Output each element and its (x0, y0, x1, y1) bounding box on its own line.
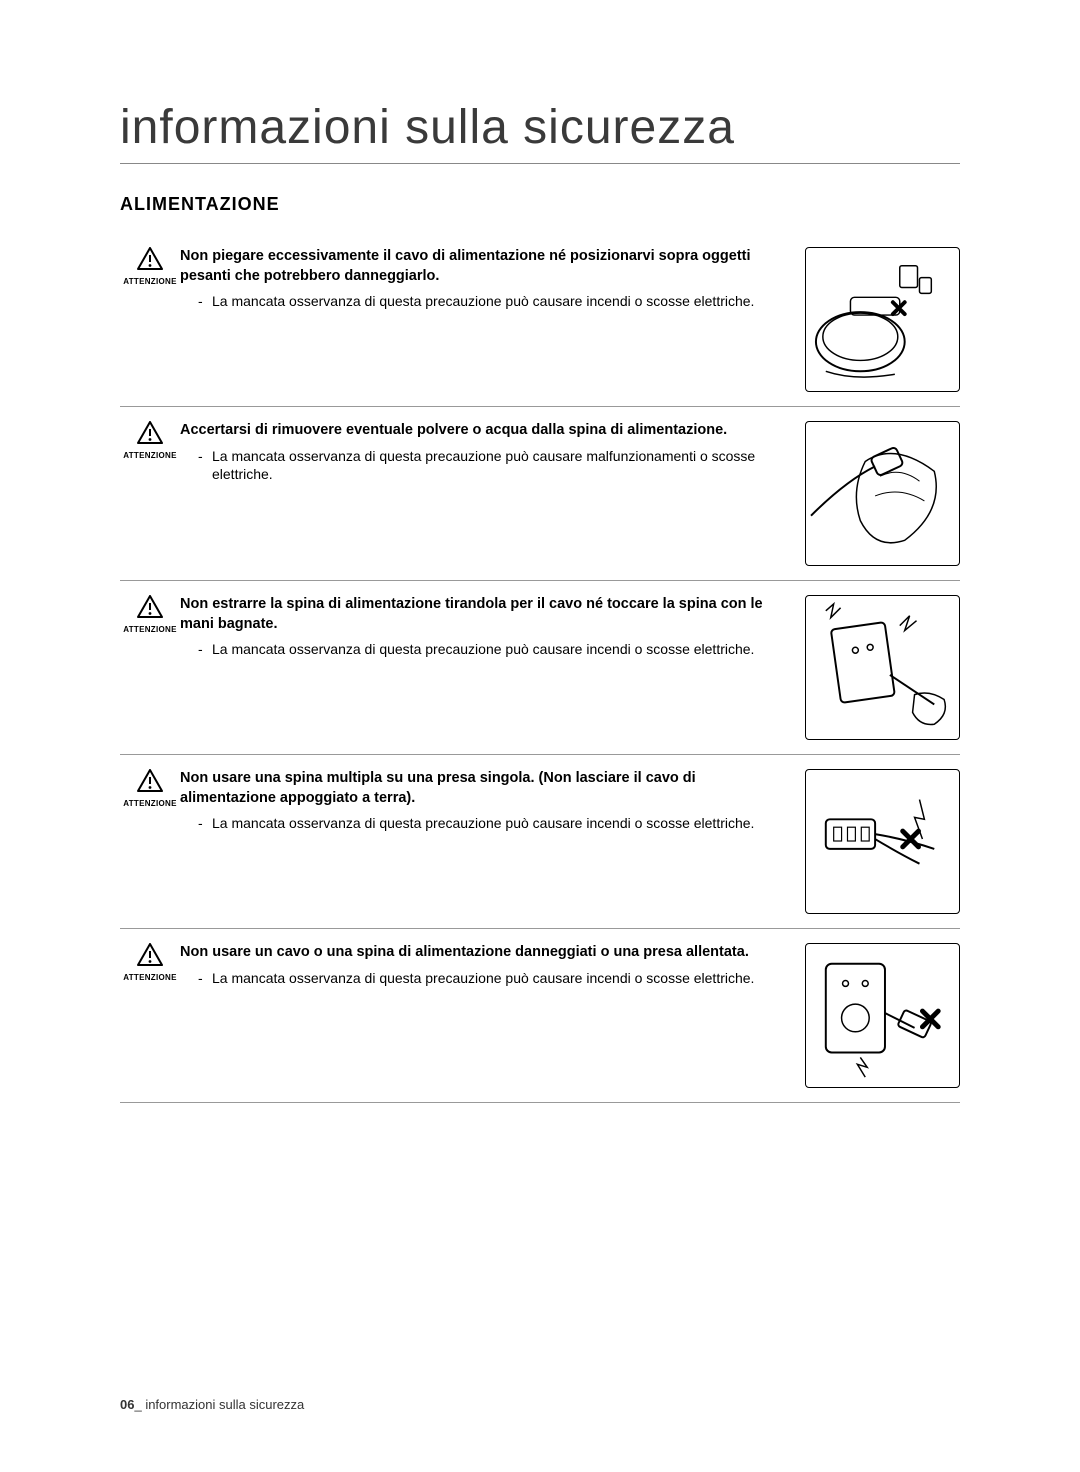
warning-text: Non usare una spina multipla su una pres… (180, 769, 805, 833)
warning-detail: La mancata osservanza di questa precauzi… (212, 640, 754, 659)
warning-heading: Non estrarre la spina di alimentazione t… (180, 595, 785, 634)
warning-label: ATTENZIONE (120, 799, 180, 808)
footer-separator: _ (134, 1397, 145, 1412)
bullet-dash: - (198, 969, 212, 988)
warning-triangle-icon (137, 421, 163, 444)
warning-heading: Non piegare eccessivamente il cavo di al… (180, 247, 785, 286)
manual-page: informazioni sulla sicurezza ALIMENTAZIO… (0, 0, 1080, 1472)
warning-detail: La mancata osservanza di questa precauzi… (212, 292, 754, 311)
warning-item: ATTENZIONE Non usare un cavo o una spina… (120, 929, 960, 1103)
warning-triangle-icon (137, 769, 163, 792)
warning-bullet: - La mancata osservanza di questa precau… (180, 814, 785, 833)
warning-icon-col: ATTENZIONE (120, 769, 180, 808)
warning-label: ATTENZIONE (120, 625, 180, 634)
warning-item: ATTENZIONE Non usare una spina multipla … (120, 755, 960, 929)
warning-text: Non estrarre la spina di alimentazione t… (180, 595, 805, 659)
warning-detail: La mancata osservanza di questa precauzi… (212, 969, 754, 988)
warning-label: ATTENZIONE (120, 277, 180, 286)
warning-bullet: - La mancata osservanza di questa precau… (180, 640, 785, 659)
warning-bullet: - La mancata osservanza di questa precau… (180, 969, 785, 988)
bullet-dash: - (198, 640, 212, 659)
section-title: ALIMENTAZIONE (120, 194, 960, 215)
warning-detail: La mancata osservanza di questa precauzi… (212, 447, 785, 485)
page-title: informazioni sulla sicurezza (120, 100, 960, 164)
warning-text: Non piegare eccessivamente il cavo di al… (180, 247, 805, 311)
warning-label: ATTENZIONE (120, 973, 180, 982)
warning-item: ATTENZIONE Non piegare eccessivamente il… (120, 233, 960, 407)
warning-label: ATTENZIONE (120, 451, 180, 460)
warning-item: ATTENZIONE Accertarsi di rimuovere event… (120, 407, 960, 581)
warning-item: ATTENZIONE Non estrarre la spina di alim… (120, 581, 960, 755)
illustration-clean-plug (805, 421, 960, 566)
warning-bullet: - La mancata osservanza di questa precau… (180, 447, 785, 485)
illustration-outlet-pull (805, 595, 960, 740)
warning-triangle-icon (137, 247, 163, 270)
page-number: 06 (120, 1397, 134, 1412)
warning-icon-col: ATTENZIONE (120, 595, 180, 634)
warning-text: Non usare un cavo o una spina di aliment… (180, 943, 805, 987)
warning-triangle-icon (137, 595, 163, 618)
warning-text: Accertarsi di rimuovere eventuale polver… (180, 421, 805, 484)
warning-triangle-icon (137, 943, 163, 966)
warning-bullet: - La mancata osservanza di questa precau… (180, 292, 785, 311)
illustration-damaged-plug (805, 943, 960, 1088)
warning-heading: Accertarsi di rimuovere eventuale polver… (180, 421, 785, 441)
footer-text: informazioni sulla sicurezza (145, 1397, 304, 1412)
warning-detail: La mancata osservanza di questa precauzi… (212, 814, 754, 833)
warning-heading: Non usare una spina multipla su una pres… (180, 769, 785, 808)
illustration-robot-cord (805, 247, 960, 392)
illustration-power-strip (805, 769, 960, 914)
page-footer: 06_ informazioni sulla sicurezza (120, 1397, 304, 1412)
warning-heading: Non usare un cavo o una spina di aliment… (180, 943, 785, 963)
warning-icon-col: ATTENZIONE (120, 247, 180, 286)
bullet-dash: - (198, 814, 212, 833)
bullet-dash: - (198, 292, 212, 311)
warning-icon-col: ATTENZIONE (120, 421, 180, 460)
bullet-dash: - (198, 447, 212, 485)
warning-icon-col: ATTENZIONE (120, 943, 180, 982)
